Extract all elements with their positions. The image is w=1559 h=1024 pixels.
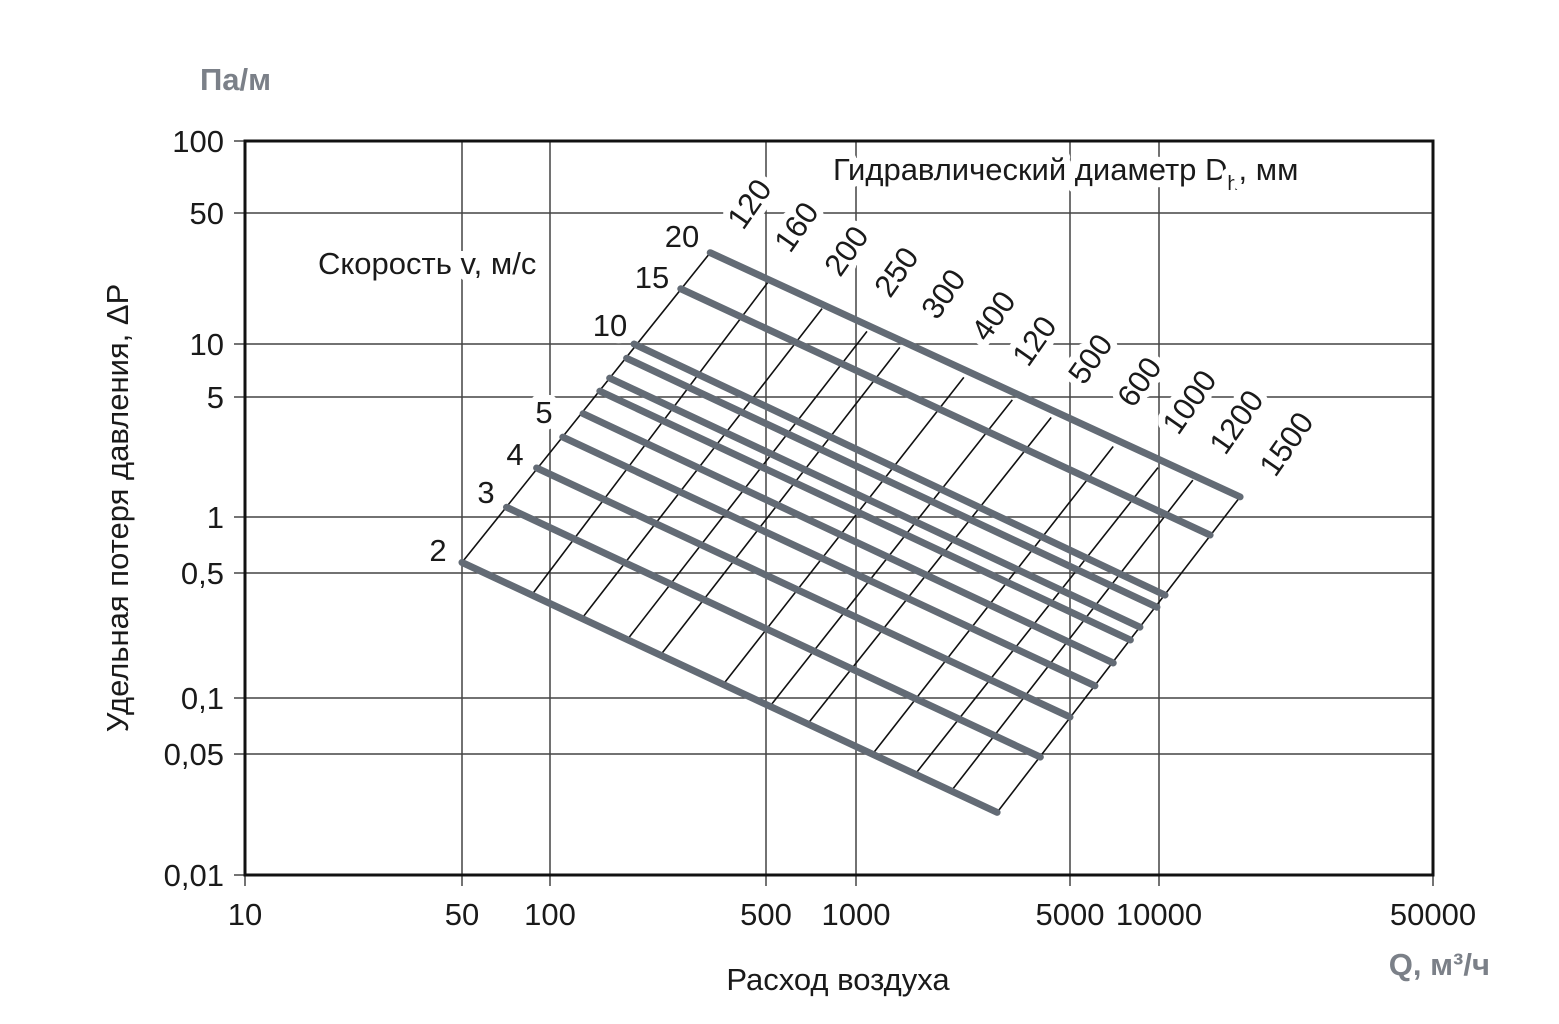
velocity-line [596, 387, 1134, 644]
diameter-line [580, 308, 823, 621]
velocity-label: 20 [665, 219, 699, 254]
y-tick-label: 0,1 [181, 681, 224, 716]
diameter-title-main: Гидравлический диаметр D [833, 152, 1227, 187]
velocity-label: 3 [477, 475, 494, 510]
x-tick-label: 10 [228, 897, 262, 932]
velocity-label: 15 [635, 260, 669, 295]
y-tick-label: 5 [207, 380, 224, 415]
diameter-label: 120 [1005, 310, 1063, 372]
diameter-title-sub: h [1227, 173, 1238, 195]
grid [234, 140, 1434, 886]
diameter-title: Гидравлический диаметр Dh, мм [833, 152, 1298, 195]
diameter-line [913, 467, 1159, 776]
diameter-line [722, 376, 965, 686]
diameter-lines [461, 252, 1241, 813]
diameter-line [625, 330, 868, 642]
diameter-label: 200 [817, 220, 875, 282]
velocity-line [559, 433, 1099, 690]
y-tick-label: 1 [207, 500, 224, 535]
velocity-line [458, 558, 1001, 816]
x-tick-label: 50 [445, 897, 479, 932]
plot-frame [243, 139, 1435, 877]
y-tick-label: 50 [190, 196, 224, 231]
diameter-line [870, 445, 1114, 757]
x-tick-label: 5000 [1036, 897, 1105, 932]
velocity-label: 10 [593, 308, 627, 343]
velocity-lines [458, 249, 1244, 816]
y-unit: Па/м [200, 62, 271, 97]
diameter-line [530, 280, 770, 597]
x-tick-label: 1000 [822, 897, 891, 932]
velocity-line [533, 464, 1074, 721]
diameter-label: 160 [767, 196, 825, 258]
velocity-line [630, 340, 1169, 599]
velocity-line [706, 249, 1244, 501]
diameter-line [659, 346, 901, 657]
velocity-label: 4 [506, 437, 523, 472]
velocity-label: 2 [429, 533, 446, 568]
x-unit: Q, м³/ч [1389, 947, 1490, 982]
velocity-line [579, 410, 1117, 667]
x-axis-label: Расход воздуха [726, 962, 950, 997]
diameter-label: 120 [720, 173, 778, 235]
velocity-label: 5 [535, 395, 552, 430]
diameter-label: 300 [914, 263, 972, 325]
diameter-label: 250 [867, 241, 925, 303]
diameter-title-tail: , мм [1239, 152, 1299, 187]
diameter-label: 400 [964, 285, 1022, 347]
y-tick-label: 0,5 [181, 556, 224, 591]
x-tick-label: 100 [524, 897, 576, 932]
diameter-label: 600 [1110, 351, 1168, 413]
velocity-line [606, 374, 1144, 631]
x-tick-label: 50000 [1390, 897, 1476, 932]
velocity-line [677, 285, 1214, 539]
y-tick-label: 0,01 [164, 858, 224, 893]
y-tick-label: 10 [190, 327, 224, 362]
diameter-line [769, 399, 1013, 707]
y-tick-label: 100 [172, 124, 224, 159]
x-tick-label: 500 [740, 897, 792, 932]
diameter-line [950, 479, 1194, 793]
y-axis-label: Удельная потеря давления, ΔP [100, 284, 135, 733]
y-tick-label: 0,05 [164, 737, 224, 772]
x-tick-label: 10000 [1116, 897, 1202, 932]
diameter-label: 1500 [1252, 406, 1320, 483]
diameter-line [996, 496, 1241, 813]
velocity-line [623, 354, 1161, 611]
velocity-title: Скорость v, м/с [318, 246, 536, 281]
diameter-line [806, 417, 1052, 726]
velocity-line [503, 503, 1044, 761]
diameter-line [461, 252, 711, 563]
